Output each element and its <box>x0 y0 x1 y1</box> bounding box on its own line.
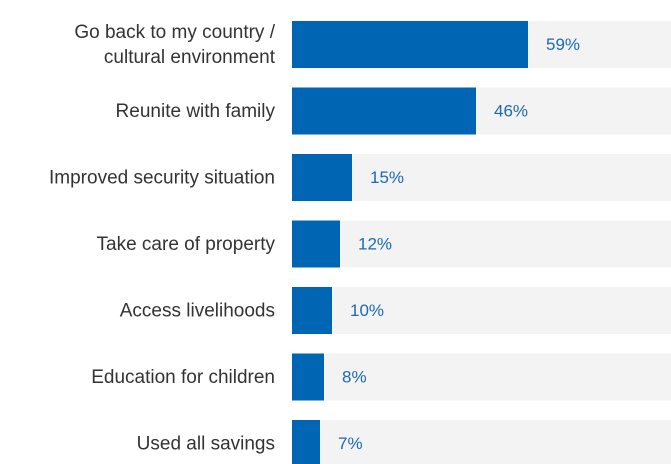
category-label-line: Access livelihoods <box>120 300 275 321</box>
bars <box>292 21 528 464</box>
value-label: 12% <box>358 235 392 254</box>
bar <box>292 220 340 268</box>
category-label-line: Education for children <box>91 367 275 388</box>
bar <box>292 353 324 401</box>
category-label-line: Reunite with family <box>116 101 276 122</box>
category-label-line: cultural environment <box>104 47 276 68</box>
category-label: Go back to my country / cultural environm… <box>74 22 275 68</box>
value-label: 10% <box>350 301 384 320</box>
bar-track <box>292 220 671 268</box>
value-label: 46% <box>494 102 528 121</box>
bar-track <box>292 353 671 401</box>
category-label-line: Improved security situation <box>49 167 275 188</box>
bar-track <box>292 287 671 334</box>
value-label: 59% <box>546 35 580 54</box>
category-label: Reunite with family <box>116 101 276 122</box>
value-labels: 59% 46% 15% 12% 10% 8% 7% <box>338 35 580 453</box>
bar-tracks <box>292 21 671 464</box>
bar-track <box>292 420 671 464</box>
bar <box>292 87 476 135</box>
category-label: Access livelihoods <box>120 300 275 321</box>
bar-track <box>292 154 671 201</box>
category-label: Used all savings <box>137 433 275 454</box>
category-label: Improved security situation <box>49 167 275 188</box>
bar <box>292 287 332 334</box>
category-label: Take care of property <box>97 234 276 255</box>
category-label: Education for children <box>91 367 275 388</box>
value-label: 8% <box>342 368 367 387</box>
category-labels: Go back to my country / cultural environm… <box>49 22 276 455</box>
bar <box>292 21 528 68</box>
value-label: 7% <box>338 434 363 453</box>
bar <box>292 420 320 464</box>
bar <box>292 154 352 201</box>
category-label-line: Used all savings <box>137 433 275 454</box>
category-label-line: Go back to my country / <box>74 22 275 43</box>
value-label: 15% <box>370 168 404 187</box>
category-label-line: Take care of property <box>97 234 276 255</box>
